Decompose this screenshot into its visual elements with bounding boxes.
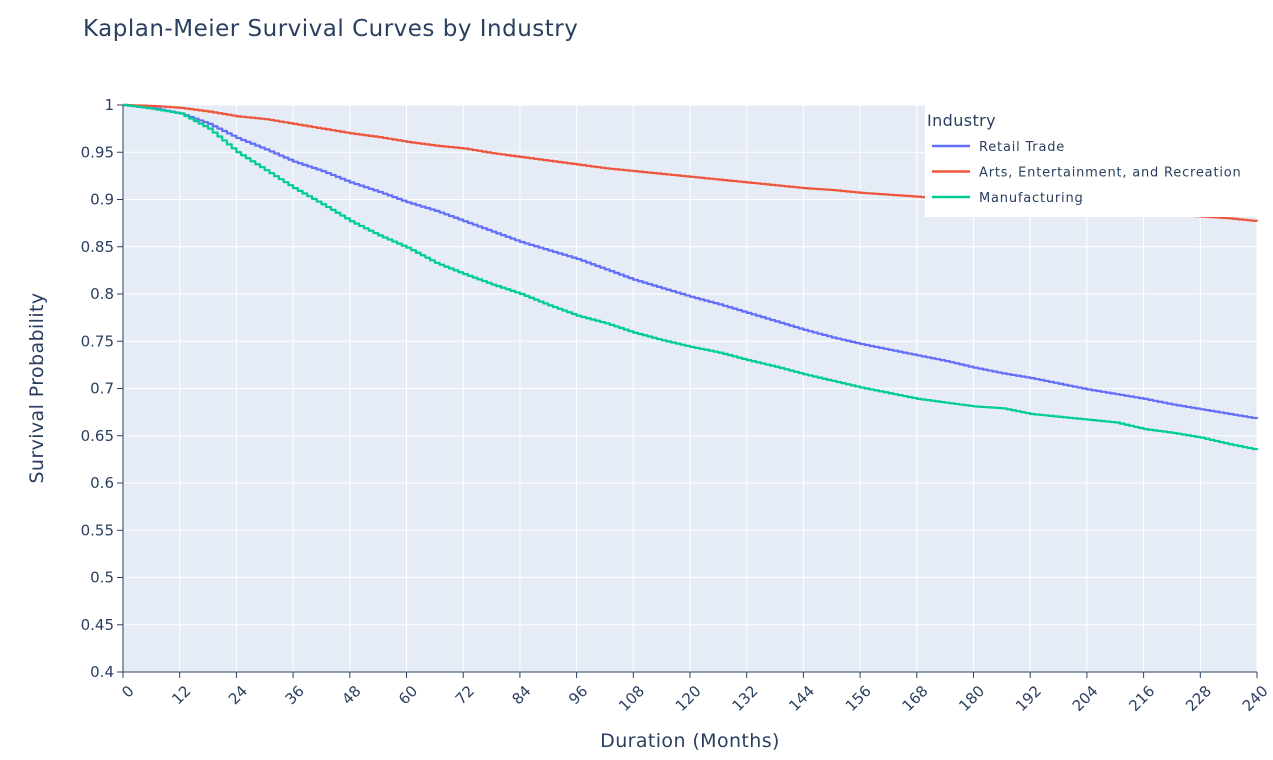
chart-title: Kaplan-Meier Survival Curves by Industry: [83, 16, 578, 42]
x-tick-label: 96: [565, 682, 591, 708]
legend-title: Industry: [927, 111, 996, 130]
legend-label-arts-entertainment-and-recreation: Arts, Entertainment, and Recreation: [979, 166, 1242, 181]
x-tick-label: 0: [118, 682, 137, 701]
legend-label-manufacturing: Manufacturing: [979, 191, 1084, 206]
x-tick-label: 84: [508, 682, 534, 708]
x-tick-label: 240: [1239, 682, 1272, 715]
x-tick-label: 216: [1125, 682, 1158, 715]
x-tick-label: 144: [785, 682, 818, 715]
x-axis-ticks: 0 12 24 36 48 60 72 84 96 108 120 132 144 156 168 180 19…: [117, 671, 1272, 715]
x-tick-label: 156: [842, 682, 875, 715]
series-line-manufacturing: [123, 103, 1259, 451]
y-tick-label: 0.65: [81, 427, 114, 445]
x-tick-label: 72: [452, 682, 478, 708]
y-tick-label: 0.55: [81, 521, 114, 539]
x-tick-label: 228: [1182, 682, 1215, 715]
x-tick-label: 36: [282, 682, 308, 708]
legend-box: [925, 105, 1273, 217]
y-tick-label: 0.5: [90, 569, 114, 587]
y-tick-label: 0.4: [90, 663, 114, 681]
x-tick-label: 180: [955, 682, 988, 715]
x-tick-label: 132: [728, 682, 761, 715]
x-tick-label: 168: [899, 682, 932, 715]
x-tick-label: 48: [338, 682, 364, 708]
x-tick-label: 192: [1012, 682, 1045, 715]
x-tick-label: 120: [672, 682, 705, 715]
y-axis-ticks: 0.4 0.45 0.5 0.55 0.6 0.65 0.7 0.75 0.8 0.85 0.9 0.…: [81, 96, 124, 681]
y-tick-label: 0.6: [90, 474, 114, 492]
x-tick-label: 108: [615, 682, 648, 715]
x-tick-label: 60: [395, 682, 421, 708]
y-tick-label: 0.85: [81, 238, 114, 256]
x-tick-label: 12: [168, 682, 194, 708]
legend: Industry Retail Trade Arts, Entertainment…: [925, 105, 1273, 217]
x-tick-label: 204: [1069, 682, 1102, 715]
y-tick-label: 0.8: [90, 285, 114, 303]
x-tick-label: 24: [225, 682, 251, 708]
series-line-retail-trade: [123, 103, 1259, 420]
y-tick-label: 1: [104, 96, 114, 114]
y-tick-label: 0.45: [81, 616, 114, 634]
x-axis-title: Duration (Months): [600, 730, 780, 752]
y-tick-label: 0.9: [90, 191, 114, 209]
y-tick-label: 0.75: [81, 332, 114, 350]
y-tick-label: 0.95: [81, 143, 114, 161]
legend-label-retail-trade: Retail Trade: [979, 140, 1065, 155]
y-tick-label: 0.7: [90, 380, 114, 398]
y-axis-title: Survival Probability: [26, 292, 48, 483]
legend-items: Retail Trade Arts, Entertainment, and Rec…: [932, 140, 1242, 206]
